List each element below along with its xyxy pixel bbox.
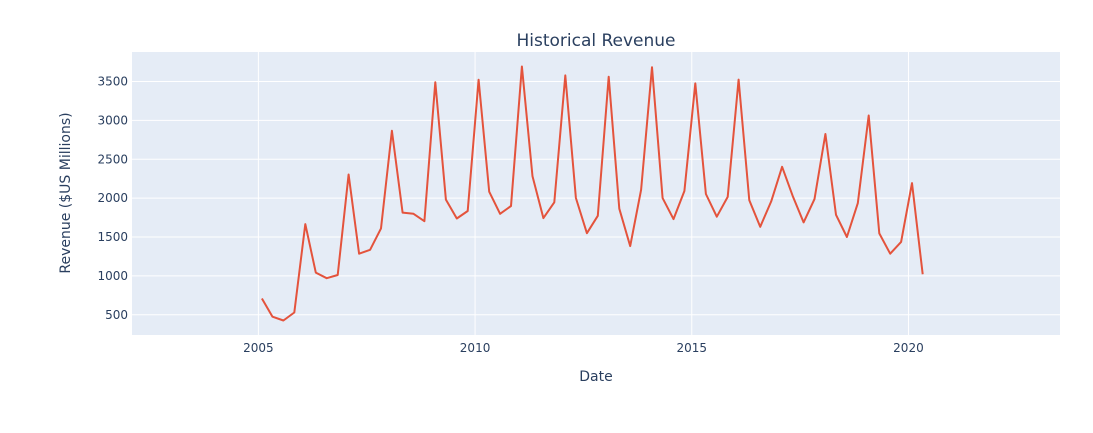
x-tick-label: 2010 <box>460 341 491 355</box>
y-tick-label: 2500 <box>97 152 128 166</box>
y-tick-label: 2000 <box>97 191 128 205</box>
y-gridlines <box>132 81 1060 316</box>
y-tick-label: 3500 <box>97 75 128 89</box>
x-tick-label: 2015 <box>676 341 707 355</box>
y-tick-label: 1000 <box>97 269 128 283</box>
y-tick-label: 500 <box>105 308 128 322</box>
series-layer <box>261 65 924 322</box>
x-tick-label: 2005 <box>243 341 274 355</box>
x-gridlines <box>257 52 909 335</box>
y-tick-label: 3000 <box>97 113 128 127</box>
x-tick-label: 2020 <box>893 341 924 355</box>
plot-background <box>132 52 1060 335</box>
x-tick-labels: 2005 2010 2015 2020 <box>243 341 924 355</box>
chart-title: Historical Revenue <box>516 31 675 51</box>
y-tick-label: 1500 <box>97 230 128 244</box>
revenue-series-line <box>261 65 924 322</box>
y-axis-title: Revenue ($US Millions) <box>58 112 74 273</box>
x-axis-title: Date <box>579 369 612 385</box>
y-tick-labels: 500 1000 1500 2000 2500 3000 3500 <box>97 75 128 322</box>
